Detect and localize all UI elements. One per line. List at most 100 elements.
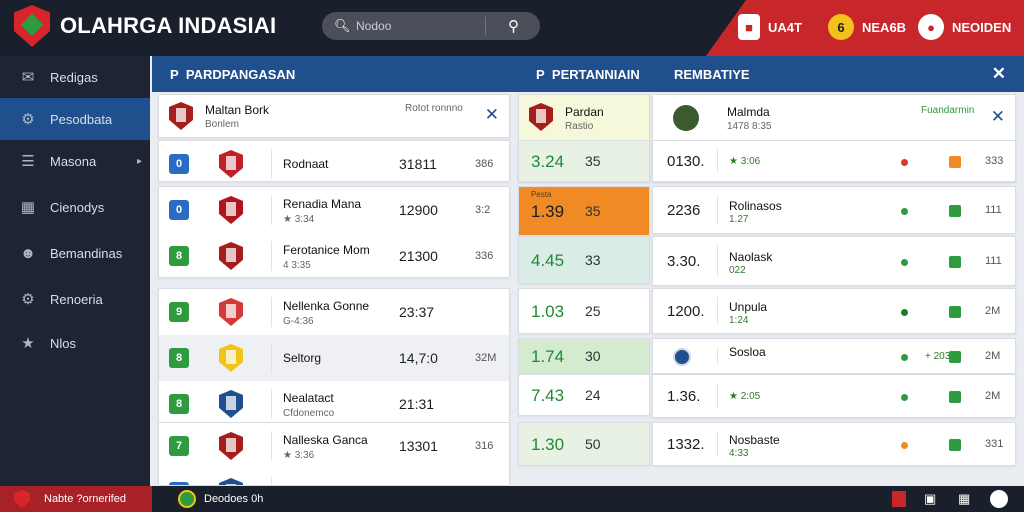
status-flag-icon — [949, 205, 961, 217]
odds-value: 1.30 — [531, 435, 565, 454]
topbar-item-ua4t[interactable]: ■ UA4T — [738, 12, 802, 42]
sidebar-item-masona[interactable]: ☰ Masona ▸ — [0, 140, 150, 182]
header-team[interactable]: Maltan Bork — [205, 103, 270, 117]
rank-badge: 7 — [169, 436, 189, 456]
status-flag-icon — [949, 306, 961, 318]
star-icon: ★ — [21, 335, 35, 352]
sidebar-item-nlos[interactable]: ★ Nlos — [0, 322, 150, 364]
table-row[interactable]: 8 Nealatact Cfdonemco 21:31 — [159, 381, 509, 425]
row-note: ★ 2:05 — [729, 391, 761, 402]
team-name[interactable]: Nalleska Ganca — [283, 433, 368, 447]
search-box[interactable]: 🔍︎ Nodoo ⚲ — [322, 12, 540, 40]
team-name[interactable]: Nealatact — [283, 391, 334, 405]
app-logo[interactable] — [14, 5, 50, 47]
bottom-bar: Nabte ?ornerifed Deodoes 0h ▣ ▦ — [0, 486, 1024, 512]
sidebar-item-cienodys[interactable]: ▦ Cienodys — [0, 186, 150, 228]
odds-cell[interactable]: 1.39 35 Pesta — [518, 186, 650, 236]
sidebar-item-pesodbata[interactable]: ⚙ Pesodbata — [0, 98, 150, 140]
gear-icon: ⚙ — [21, 291, 35, 308]
crest-icon: ■ — [738, 14, 760, 40]
table-row[interactable]: 1.36. ★ 2:05 2M — [652, 374, 1016, 418]
odds-cell[interactable]: 4.45 33 — [518, 236, 650, 284]
row-divider — [717, 383, 718, 409]
team-sub: ★ 3:34 — [283, 214, 315, 225]
table-row[interactable]: 0 Renadia Mana ★ 3:34 12900 3:2 — [159, 187, 509, 233]
close-icon[interactable]: ✕ — [484, 105, 499, 124]
team-name[interactable]: Sosloa — [729, 345, 766, 359]
topbar-item-nea6b[interactable]: 6 NEA6B — [828, 12, 906, 42]
header-sub: 1478 8:35 — [727, 121, 772, 132]
sidebar-item-label: Masona — [50, 153, 97, 169]
list-icon: ☰ — [21, 153, 35, 170]
close-icon[interactable]: ✕ — [991, 64, 1006, 83]
team-crest-icon — [219, 150, 243, 178]
row-divider — [717, 195, 718, 225]
settings-icon[interactable] — [990, 490, 1008, 508]
team-name[interactable]: Naolask — [729, 250, 773, 264]
search-icon: 🔍︎ — [334, 18, 351, 33]
team-value: 316 — [475, 440, 494, 452]
team-name[interactable]: Ferotanice Mom — [283, 243, 370, 257]
odds-count: 30 — [585, 348, 601, 364]
team-crest-icon — [219, 344, 243, 372]
table-row[interactable]: 7 Nalleska Ganca ★ 3:36 13301 316 — [159, 423, 509, 469]
header-sub: Bonlem — [205, 119, 239, 130]
row-note: 1.27 — [729, 214, 749, 225]
left-table-header: Maltan Bork Bonlem Rotot ronnno ✕ — [158, 94, 510, 138]
sidebar-item-label: Renoeria — [50, 291, 103, 307]
row-note: ★ 3:06 — [729, 156, 761, 167]
team-name[interactable]: Unpula — [729, 300, 768, 314]
table-row[interactable]: 9 Nellenka Gonne G-4:36 23:37 — [159, 289, 509, 335]
table-row[interactable]: 0 Rodnaat 31811 386 — [159, 141, 509, 181]
team-name[interactable]: Nosbaste — [729, 433, 780, 447]
odds-cell[interactable]: 3.24 35 — [518, 140, 650, 182]
table-row[interactable]: 3.30. Naolask 022 111 — [652, 236, 1016, 286]
left-table-group: 0 Renadia Mana ★ 3:34 12900 3:2 8 Ferotanice M… — [158, 186, 510, 278]
odds-value: 4.45 — [531, 251, 565, 270]
search-submit-icon[interactable]: ⚲ — [508, 18, 519, 35]
team-name[interactable]: Renadia Mana — [283, 197, 362, 211]
table-row[interactable]: 8 Seltorg 14,7:0 32M — [159, 335, 509, 381]
rank-badge: 8 — [169, 394, 189, 414]
table-row[interactable]: 8 Ferotanice Mom 4 3:35 21300 336 — [159, 233, 509, 277]
status-flag-icon — [949, 156, 961, 168]
row-divider — [271, 195, 272, 225]
table-row[interactable]: Sosloa + 203 2M — [652, 338, 1016, 374]
team-name[interactable]: Rolinasos — [729, 199, 782, 213]
team-name[interactable]: Seltorg — [283, 351, 322, 365]
top-bar: OLAHRGA INDASIAI 🔍︎ Nodoo ⚲ ■ UA4T 6 NEA… — [0, 0, 1024, 56]
odds-cell[interactable]: 1.03 25 — [518, 288, 650, 334]
odds-value: 7.43 — [531, 386, 565, 405]
row-number: 2M — [985, 350, 1001, 362]
table-row[interactable]: 1332. Nosbaste 4:33 331 — [652, 422, 1016, 466]
table-row[interactable]: 0130. ★ 3:06 333 — [652, 140, 1016, 182]
odds-cell[interactable]: 7.43 24 — [518, 374, 650, 416]
row-divider — [717, 297, 718, 325]
crest-icon[interactable] — [892, 491, 906, 507]
team-crest-icon — [219, 432, 243, 460]
left-table-group: 9 Nellenka Gonne G-4:36 23:37 8 Seltorg 14,7:0… — [158, 288, 510, 426]
team-name[interactable]: Rodnaat — [283, 157, 329, 171]
row-number: 2M — [985, 390, 1001, 402]
sidebar-item-bemandinas[interactable]: ☻ Bemandinas — [0, 232, 150, 274]
table-row[interactable]: 2236 Rolinasos 1.27 111 — [652, 186, 1016, 234]
row-divider — [271, 241, 272, 271]
gear-icon: ⚙ — [21, 111, 35, 128]
odds-cell[interactable]: 1.74 30 — [518, 338, 650, 374]
table-row[interactable]: 1200. Unpula 1:24 2M — [652, 288, 1016, 334]
status-flag-icon — [949, 351, 961, 363]
team-name[interactable]: Nellenka Gonne — [283, 299, 370, 313]
table-row[interactable]: 0Neabaal — [159, 469, 509, 485]
topbar-item-neoiden[interactable]: ● NEOIDEN — [918, 12, 1011, 42]
close-icon[interactable]: ✕ — [990, 107, 1005, 126]
calendar-icon[interactable]: ▦ — [958, 491, 971, 506]
row-divider — [271, 477, 272, 485]
search-input[interactable]: Nodoo — [356, 19, 392, 33]
sidebar-item-renoeria[interactable]: ⚙ Renoeria — [0, 278, 150, 320]
header-sub: Rastio — [565, 121, 594, 132]
team-crest-icon — [219, 242, 243, 270]
screen-icon[interactable]: ▣ — [924, 491, 937, 506]
odds-cell[interactable]: 1.30 50 — [518, 422, 650, 466]
sidebar-item-redigas[interactable]: ✉ Redigas — [0, 56, 150, 98]
panel-title-left: P PARDPANGASAN — [170, 66, 296, 82]
